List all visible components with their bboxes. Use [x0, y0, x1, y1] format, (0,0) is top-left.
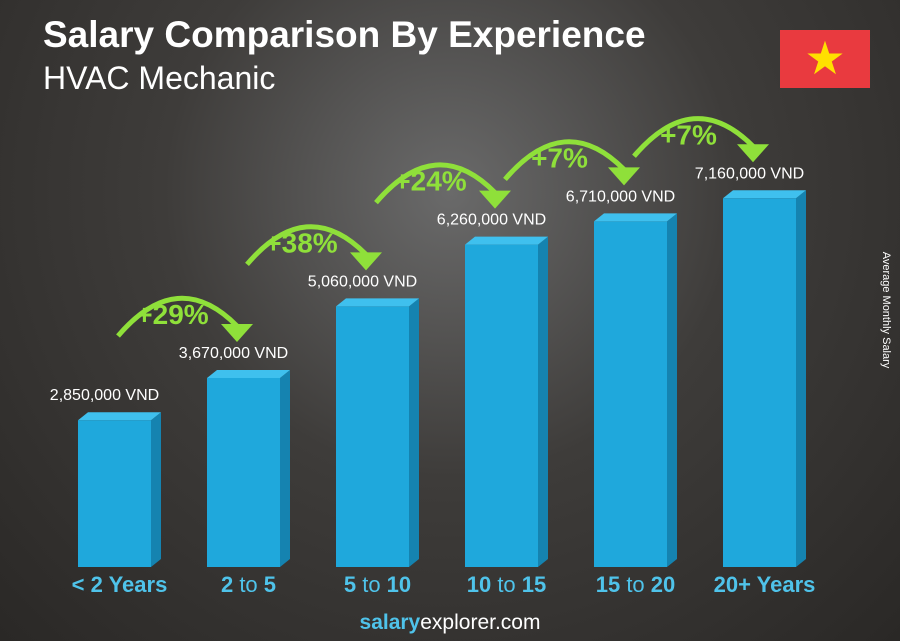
arrow-head-icon	[737, 144, 769, 163]
arrow-head-icon	[350, 252, 382, 271]
brand-bold: salary	[359, 611, 421, 634]
bar-side	[409, 298, 419, 567]
category-label: < 2 Years	[72, 572, 168, 597]
bar-top	[723, 190, 806, 199]
brand-rest: explorer.com	[420, 611, 541, 634]
change-label: +24%	[394, 166, 466, 197]
value-label: 5,060,000 VND	[308, 273, 417, 290]
change-arrow	[245, 224, 368, 267]
category-label: 5 to 10	[344, 572, 411, 597]
bar	[78, 420, 151, 567]
bar	[594, 221, 667, 567]
category-label: 20+ Years	[714, 572, 816, 597]
bar-top	[594, 213, 677, 222]
chart-subtitle: HVAC Mechanic	[43, 60, 276, 96]
value-label: 3,670,000 VND	[179, 345, 288, 362]
bar-top	[78, 412, 161, 421]
chart-title: Salary Comparison By Experience	[43, 14, 646, 55]
value-label: 7,160,000 VND	[695, 165, 804, 182]
category-label: 10 to 15	[467, 572, 547, 597]
bar-top	[207, 369, 290, 378]
bar-top	[336, 298, 419, 307]
bar	[207, 377, 280, 567]
category-label: 2 to 5	[221, 572, 276, 597]
category-label: 15 to 20	[596, 572, 676, 597]
arrow-head-icon	[479, 190, 511, 209]
change-arrow	[374, 162, 497, 205]
change-label: +38%	[265, 227, 337, 258]
bar-side	[538, 236, 548, 568]
arrow-head-icon	[608, 167, 640, 186]
vietnam-flag-icon: ★	[780, 30, 870, 88]
bar	[465, 244, 538, 568]
change-arrow	[116, 295, 239, 338]
bar-side	[151, 412, 161, 567]
bar-side	[280, 369, 290, 567]
footer-brand[interactable]: salaryexplorer.com	[0, 611, 900, 635]
change-arrow	[503, 139, 626, 182]
value-label: 6,710,000 VND	[566, 188, 675, 205]
bar-side	[667, 213, 677, 567]
bar	[723, 198, 796, 567]
arrow-head-icon	[221, 323, 253, 342]
change-label: +29%	[136, 299, 208, 330]
change-label: +7%	[660, 119, 717, 150]
bar-side	[796, 190, 806, 567]
bar	[336, 306, 409, 567]
value-label: 6,260,000 VND	[437, 212, 546, 229]
change-label: +7%	[531, 142, 588, 173]
value-label: 2,850,000 VND	[50, 387, 159, 404]
change-arrow	[632, 116, 755, 158]
bar-top	[465, 236, 548, 245]
